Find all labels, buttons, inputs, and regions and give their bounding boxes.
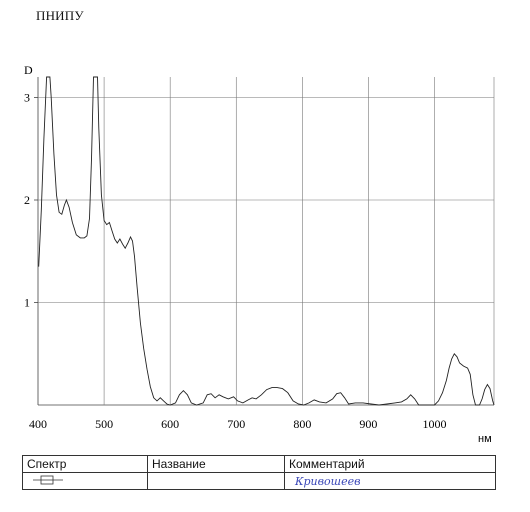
x-tick-label: 800 — [293, 417, 311, 431]
line-swatch-icon — [33, 475, 63, 484]
x-tick-label: 500 — [95, 417, 113, 431]
y-tick-labels: 1 2 3 — [24, 91, 30, 310]
x-tick-label: 600 — [161, 417, 179, 431]
legend-header-row: Спектр Название Комментарий — [22, 455, 496, 473]
legend-data-row[interactable]: Кривошеев — [22, 472, 496, 490]
x-tick-label: 400 — [29, 417, 47, 431]
y-axis-label: D — [24, 63, 33, 77]
series-line — [38, 76, 495, 406]
y-tick-label: 3 — [24, 91, 30, 105]
page-title: ПНИПУ — [36, 8, 84, 23]
y-tick-label: 1 — [24, 296, 30, 310]
y-tick-label: 2 — [24, 193, 30, 207]
x-tick-label: 1000 — [423, 417, 447, 431]
x-tick-label: 900 — [359, 417, 377, 431]
spectrum-comment: Кривошеев — [284, 472, 496, 490]
header-name: Название — [147, 455, 285, 473]
spectrum-chart: 1 2 3 400 500 600 700 800 900 1000 D нм — [24, 63, 495, 445]
header-spectrum: Спектр — [22, 455, 148, 473]
header-comment: Комментарий — [284, 455, 496, 473]
legend-table: Спектр Название Комментарий Кривошеев — [22, 455, 496, 490]
x-tick-labels: 400 500 600 700 800 900 1000 — [29, 417, 447, 431]
spectrum-name — [147, 472, 285, 490]
grid — [34, 77, 495, 406]
x-tick-label: 700 — [227, 417, 245, 431]
x-axis-label: нм — [478, 433, 492, 445]
spectrum-swatch-cell — [22, 472, 148, 490]
